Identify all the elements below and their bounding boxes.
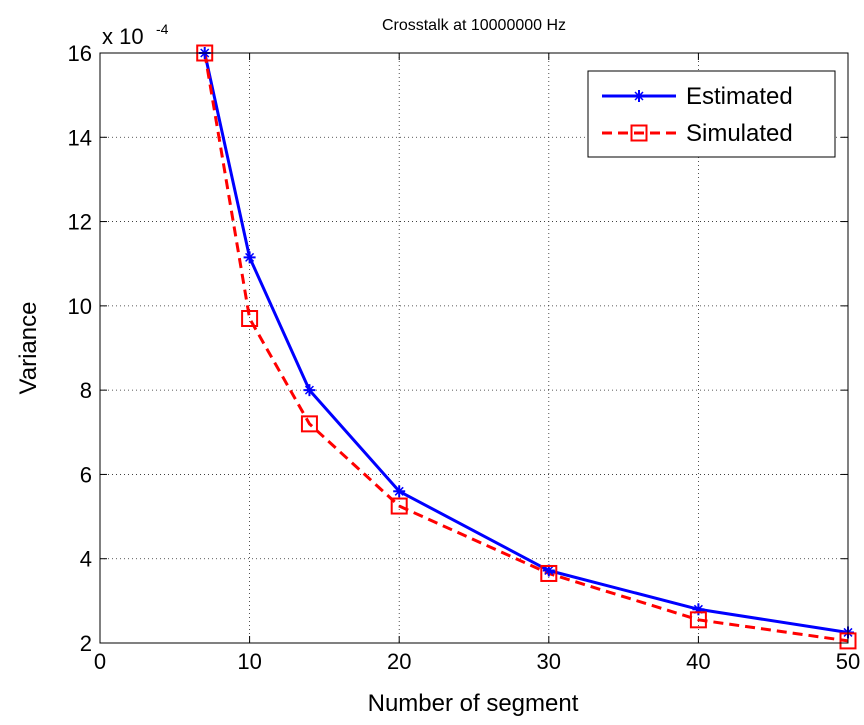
data-point-simulated — [300, 415, 318, 433]
y-tick-label: 14 — [68, 125, 92, 150]
x-tick-label: 10 — [237, 649, 261, 674]
star-center — [396, 488, 402, 494]
x-tick-label: 0 — [94, 649, 106, 674]
data-point-estimated — [393, 485, 406, 498]
x-tick-label: 30 — [537, 649, 561, 674]
star-center — [247, 254, 253, 260]
legend-star-marker — [633, 90, 645, 102]
y-axis-title: Variance — [15, 302, 42, 395]
y-tick-label: 12 — [68, 210, 92, 235]
star-center — [306, 387, 312, 393]
y-exponent-label: x 10 -4 — [102, 21, 169, 49]
legend-marker-simulated — [630, 124, 648, 142]
data-point-estimated — [303, 384, 316, 397]
y-tick-label: 2 — [80, 631, 92, 656]
chart-title: Crosstalk at 10000000 Hz — [382, 17, 566, 34]
series-line-simulated — [203, 52, 849, 643]
x-tick-label: 50 — [836, 649, 860, 674]
data-point-estimated — [243, 251, 256, 264]
data-point-simulated — [689, 611, 707, 629]
y-tick-label: 6 — [80, 462, 92, 487]
legend-label-simulated: Simulated — [686, 120, 793, 147]
y-tick-label: 10 — [68, 294, 92, 319]
data-point-simulated — [540, 564, 558, 582]
data-point-simulated — [241, 310, 259, 327]
y-tick-label: 4 — [80, 547, 92, 572]
star-center — [546, 568, 552, 574]
x-axis-title: Number of segment — [368, 690, 579, 717]
y-tick-label: 8 — [80, 378, 92, 403]
legend-square-marker — [630, 124, 648, 142]
legend-box — [587, 70, 836, 158]
legend: Estimated Simulated — [587, 70, 836, 158]
y-tick-label: 16 — [68, 41, 92, 66]
legend-label-estimated: Estimated — [686, 83, 793, 110]
star-center — [695, 606, 701, 612]
legend-marker-estimated — [633, 90, 645, 102]
data-point-simulated — [390, 497, 408, 515]
axis-ticks: 0 10 20 30 40 50 2 4 6 8 10 12 14 16 — [68, 41, 861, 674]
plot-frame — [99, 52, 849, 644]
x-tick-label: 20 — [387, 649, 411, 674]
y-exponent-text: -4 — [156, 21, 169, 37]
star-center — [636, 93, 642, 99]
x-tick-label: 40 — [686, 649, 710, 674]
y-multiplier-text: x 10 — [102, 24, 144, 49]
